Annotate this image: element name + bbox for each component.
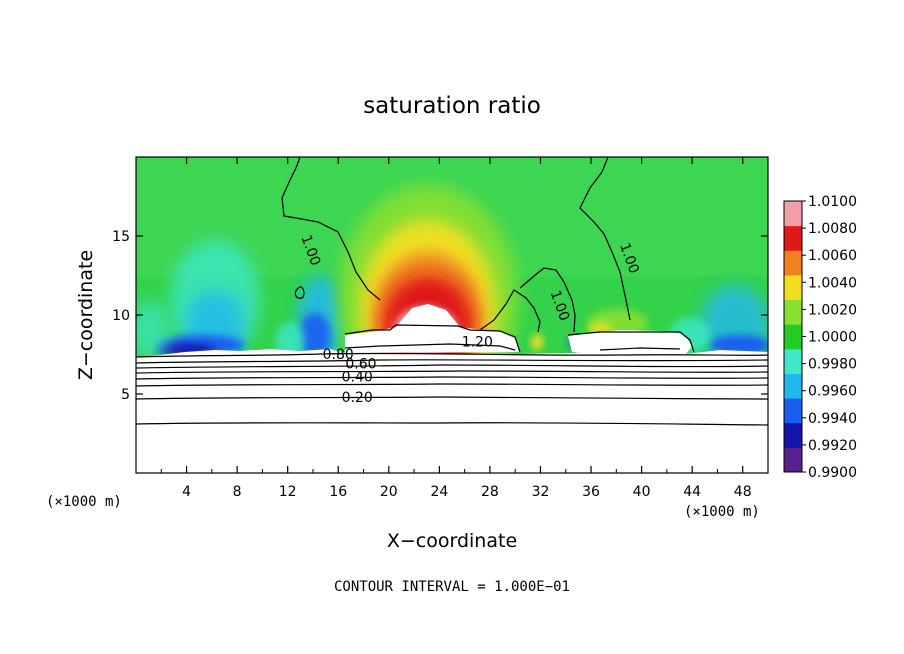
plot-area: 1.001.001.001.200.800.600.400.20 [136, 157, 768, 473]
contour-lines [136, 157, 768, 426]
x-tick-label: 36 [582, 484, 600, 500]
contour-label: 1.20 [462, 335, 493, 351]
colorbar-level-label: 1.0060 [808, 248, 857, 264]
contour-0.60 [136, 364, 768, 369]
dry-patch [299, 313, 331, 357]
x-tick-label: 28 [481, 484, 499, 500]
chart-title: saturation ratio [363, 93, 541, 119]
x-tick-label: 24 [430, 484, 448, 500]
contour-label: 0.80 [323, 347, 354, 363]
colorbar-swatch [784, 250, 802, 276]
colorbar-level-label: 0.9980 [808, 357, 857, 373]
colorbar-swatch [784, 398, 802, 424]
x-tick-label: 48 [734, 484, 752, 500]
colorbar-swatch [784, 422, 802, 448]
x-tick-label: 16 [329, 484, 347, 500]
contour-label: 0.20 [342, 390, 373, 406]
colorbar: 0.9900 0.9920 0.9940 0.9960 0.9980 1.0000 1.00… [783, 194, 857, 481]
colorbar-swatch [784, 447, 802, 473]
colorbar-swatch [784, 299, 802, 325]
contour-1.00 [579, 157, 631, 321]
contour-label: 0.40 [342, 369, 373, 385]
colorbar-swatch [784, 324, 802, 350]
colorbar-level-label: 0.9900 [808, 465, 857, 481]
colorbar-swatch [784, 274, 802, 301]
colorbar-level-label: 0.9920 [808, 438, 857, 454]
x-axis-label: X−coordinate [387, 530, 517, 552]
contour-cloud [599, 347, 681, 351]
x-tick-label: 40 [633, 484, 651, 500]
contour-0.30 [136, 383, 768, 387]
x-tick-label: 12 [279, 484, 297, 500]
contour-1.20 [567, 331, 695, 353]
contour-label: 0.60 [345, 357, 376, 373]
colorbar-level-label: 1.0020 [808, 302, 857, 318]
contour-1.00 [294, 286, 305, 299]
dry-patch [276, 322, 304, 358]
contour-1.00 [281, 157, 381, 301]
x-tick-label: 44 [683, 484, 701, 500]
contour-0.70 [136, 359, 768, 364]
colorbar-level-label: 1.0080 [808, 221, 857, 237]
colorbar-swatch [784, 348, 802, 374]
contour-cloud [344, 343, 516, 351]
plume-layer [531, 334, 543, 350]
contour-1.00 [479, 289, 541, 333]
colorbar-level-label: 1.0100 [808, 194, 857, 210]
contour-0.80 [136, 352, 768, 358]
contour-interval-note: CONTOUR INTERVAL = 1.000E−01 [334, 579, 570, 595]
x-tick-label: 20 [380, 484, 398, 500]
y-tick-label: 10 [112, 308, 130, 324]
y-tick-label: 5 [121, 387, 130, 403]
dry-patch [710, 335, 768, 355]
contour-0.50 [136, 370, 768, 374]
lower-region [136, 357, 768, 473]
y-axis-label: Z−coordinate [75, 250, 97, 380]
contour-1.00 [519, 267, 576, 333]
dry-patch [136, 300, 170, 360]
colorbar-swatch [784, 201, 802, 227]
colorbar-swatch [784, 373, 802, 399]
y-axis: 5 10 15 [112, 229, 768, 403]
contour-0.20 [136, 396, 768, 400]
colorbar-level-label: 1.0040 [808, 275, 857, 291]
colorbar-level-label: 0.9940 [808, 411, 857, 427]
x-tick-label: 4 [182, 484, 191, 500]
colorbar-swatch [784, 225, 802, 251]
y-tick-label: 15 [112, 229, 130, 245]
x-tick-label: 32 [532, 484, 550, 500]
colorbar-level-label: 1.0000 [808, 330, 857, 346]
x-axis: 4 8 12 16 20 24 28 32 36 40 44 48 [160, 157, 752, 500]
contour-1.20 [344, 324, 521, 353]
contour-0.40 [136, 376, 768, 380]
contour-0.10 [136, 422, 768, 426]
x-unit-right: (×1000 m) [684, 504, 760, 520]
x-tick-label: 8 [233, 484, 242, 500]
cloud-region [345, 304, 520, 353]
x-unit-left: (×1000 m) [46, 494, 122, 510]
colorbar-level-label: 0.9960 [808, 384, 857, 400]
